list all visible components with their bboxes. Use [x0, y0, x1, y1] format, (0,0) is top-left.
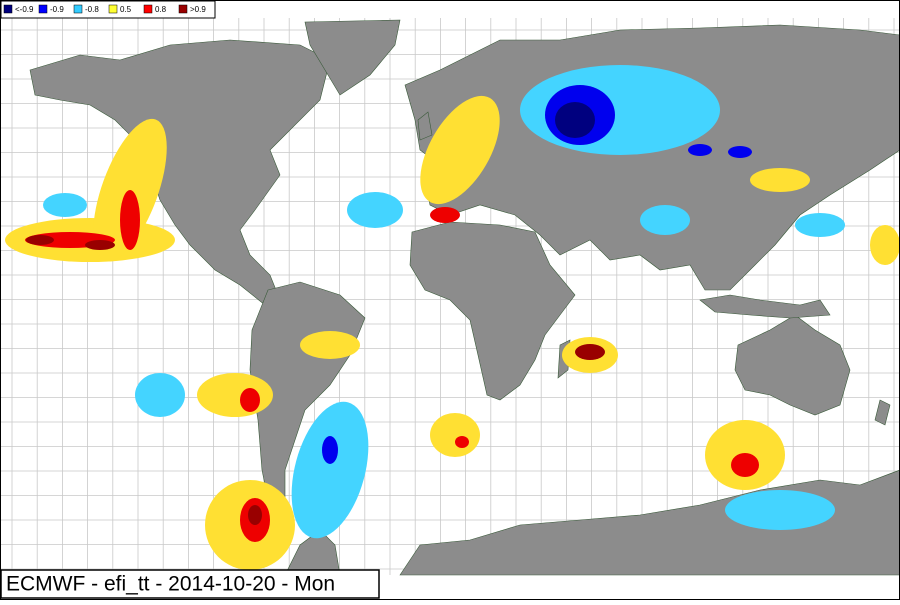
very-hot-area: [26, 235, 54, 245]
africa: [409, 221, 576, 401]
anomaly-areas: [5, 65, 900, 570]
greenland: [304, 19, 401, 96]
legend-label: <-0.9: [15, 5, 34, 14]
legend: <-0.9 -0.9 -0.8 0.5 0.8 >0.9: [3, 4, 206, 14]
cold-area: [43, 193, 87, 217]
cold-area: [725, 490, 835, 530]
legend-label: >0.9: [190, 5, 206, 14]
legend-label: -0.8: [85, 5, 99, 14]
legend-label: 0.5: [120, 5, 132, 14]
colder-area: [322, 436, 338, 464]
north-america: [29, 39, 331, 306]
legend-swatch: [73, 4, 83, 14]
legend-swatch: [3, 4, 13, 14]
warm-area: [197, 373, 273, 417]
legend-swatch: [38, 4, 48, 14]
land: [29, 19, 900, 576]
cold-area: [135, 373, 185, 417]
hot-area: [731, 453, 759, 477]
warm-area: [870, 225, 900, 265]
warm-area: [420, 95, 500, 205]
hot-area: [120, 190, 140, 250]
map-title: ECMWF - efi_tt - 2014-10-20 - Mon: [6, 573, 335, 596]
legend-swatch: [178, 4, 188, 14]
colder-area: [688, 144, 712, 156]
very-hot-area: [85, 240, 115, 250]
title-box: [0, 569, 380, 599]
hot-area: [455, 436, 469, 448]
legend-label: 0.8: [155, 5, 167, 14]
hot-area: [240, 388, 260, 412]
very-hot-area: [575, 344, 605, 360]
hot-area: [430, 207, 460, 223]
cold-area: [795, 213, 845, 237]
new-zealand: [874, 399, 891, 426]
cold-area: [347, 192, 403, 228]
legend-label: -0.9: [50, 5, 64, 14]
colder-area: [728, 146, 752, 158]
warm-area: [430, 413, 480, 457]
legend-swatch: [108, 4, 118, 14]
coldest-area: [555, 102, 595, 138]
very-hot-area: [248, 505, 262, 525]
legend-swatch: [143, 4, 153, 14]
indonesia: [699, 294, 831, 319]
warm-area: [300, 331, 360, 359]
warm-area: [750, 168, 810, 192]
uk: [417, 111, 433, 141]
cold-area: [640, 205, 690, 235]
cold-area: [291, 401, 369, 539]
